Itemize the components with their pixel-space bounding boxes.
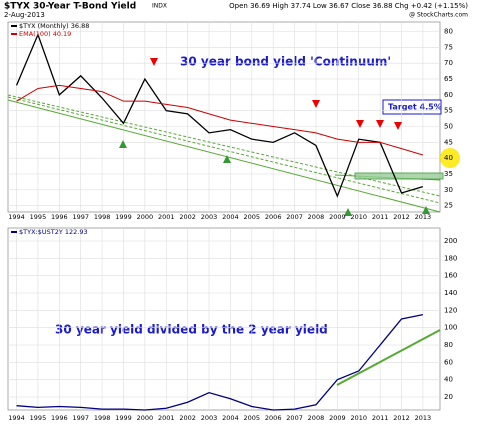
x-tick-label: 1996 [51, 213, 68, 221]
x-tick-label: 2011 [372, 213, 389, 221]
y-tick-label: 45 [444, 138, 453, 146]
x-tick-label: 2003 [201, 414, 218, 422]
x-tick-label: 2009 [329, 213, 346, 221]
y-tick-label: 20 [444, 393, 453, 401]
y-tick-label: 160 [444, 272, 457, 280]
x-tick-label: 2009 [329, 414, 346, 422]
x-tick-label: 2007 [286, 213, 303, 221]
legend-label: $TYX:$UST2Y 122.93 [19, 228, 88, 236]
x-tick-label: 2002 [179, 213, 196, 221]
y-tick-label: 180 [444, 254, 457, 262]
x-tick-label: 2006 [265, 213, 282, 221]
y-tick-label: 70 [444, 59, 453, 67]
exchange: INDX [152, 3, 167, 10]
x-tick-label: 1995 [30, 414, 47, 422]
x-tick-label: 2005 [244, 213, 261, 221]
x-tick-label: 2012 [393, 414, 410, 422]
annotation: Target 4.5% [388, 103, 442, 112]
x-tick-label: 2001 [158, 213, 175, 221]
x-tick-label: 1998 [94, 213, 111, 221]
x-tick-label: 2004 [222, 414, 239, 422]
chart-title: $TYX 30-Year T-Bond Yield [4, 2, 136, 12]
x-tick-label: 2001 [158, 414, 175, 422]
series-line [16, 314, 424, 411]
series-line [16, 84, 424, 156]
annotation: 30 year bond yield 'Continuum' [180, 55, 391, 69]
x-tick-label: 2002 [179, 414, 196, 422]
x-tick-label: 1998 [94, 414, 111, 422]
source: @ StockCharts.com [409, 12, 468, 19]
y-tick-label: 120 [444, 306, 457, 314]
y-tick-label: 200 [444, 237, 457, 245]
x-tick-label: 2008 [308, 213, 325, 221]
annotation: 30 year yield divided by the 2 year yiel… [55, 323, 328, 337]
x-tick-label: 2000 [137, 414, 154, 422]
y-tick-label: 100 [444, 324, 457, 332]
x-tick-label: 2013 [415, 414, 432, 422]
y-tick-label: 80 [444, 341, 453, 349]
x-tick-label: 2011 [372, 414, 389, 422]
x-tick-label: 2013 [415, 213, 432, 221]
series-line [15, 32, 424, 198]
x-tick-label: 1997 [72, 213, 89, 221]
y-tick-label: 40 [444, 376, 453, 384]
x-tick-label: 1995 [30, 213, 47, 221]
y-tick-label: 140 [444, 289, 457, 297]
legend-label: EMA(100) 40.19 [19, 30, 71, 38]
x-tick-label: 2007 [286, 414, 303, 422]
x-tick-label: 1999 [115, 213, 132, 221]
x-tick-label: 1996 [51, 414, 68, 422]
y-tick-label: 80 [444, 28, 453, 36]
x-tick-label: 1999 [115, 414, 132, 422]
y-tick-label: 55 [444, 107, 453, 115]
quote: Open 36.69 High 37.74 Low 36.67 Close 36… [229, 2, 468, 10]
x-tick-label: 1994 [8, 213, 25, 221]
x-tick-label: 2008 [308, 414, 325, 422]
bottom-panel [7, 227, 441, 411]
y-tick-label: 65 [444, 75, 453, 83]
x-tick-label: 2006 [265, 414, 282, 422]
y-tick-label: 75 [444, 43, 453, 51]
legend-label: $TYX (Monthly) 36.88 [19, 22, 89, 30]
y-tick-label: 60 [444, 91, 453, 99]
x-tick-label: 2010 [350, 213, 367, 221]
y-tick-label: 60 [444, 358, 453, 366]
x-tick-label: 2005 [244, 414, 261, 422]
y-tick-label: 50 [444, 123, 453, 131]
y-tick-label: 25 [444, 202, 453, 210]
x-tick-label: 2003 [201, 213, 218, 221]
x-tick-label: 2004 [222, 213, 239, 221]
x-tick-label: 1994 [8, 414, 25, 422]
x-tick-label: 2000 [137, 213, 154, 221]
x-tick-label: 1997 [72, 414, 89, 422]
top-panel [7, 21, 441, 213]
y-tick-label: 30 [444, 186, 453, 194]
decorations [7, 58, 460, 386]
y-tick-label: 40 [444, 154, 453, 162]
x-tick-label: 2010 [350, 414, 367, 422]
x-tick-label: 2012 [393, 213, 410, 221]
y-tick-label: 35 [444, 170, 453, 178]
date: 2-Aug-2013 [4, 11, 45, 19]
